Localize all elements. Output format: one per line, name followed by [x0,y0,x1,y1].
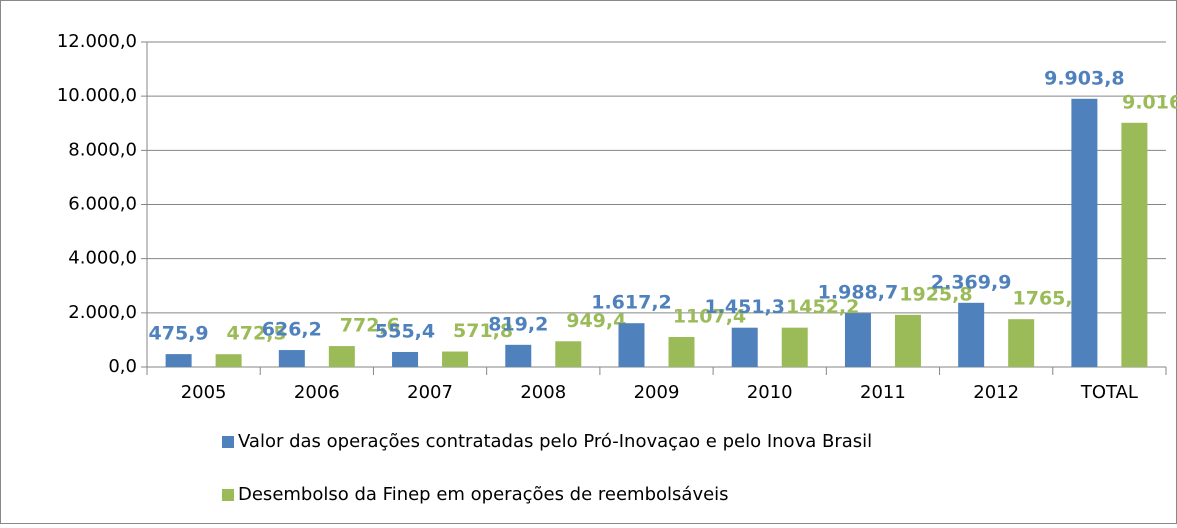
value-label: 949,4 [566,310,626,332]
x-tick-label: TOTAL [1080,382,1138,403]
legend-swatch [222,436,234,448]
bar [958,302,985,367]
x-tick-label: 2008 [520,382,566,403]
y-tick-label: 4.000,0 [68,248,137,269]
y-tick-label: 8.000,0 [68,139,137,160]
bar [1008,319,1035,367]
value-label: 1.451,3 [704,296,785,318]
bar [555,341,582,367]
legend-label: Valor das operações contratadas pelo Pró… [238,431,872,452]
value-label: 819,2 [488,313,548,335]
value-label: 1765,1 [1013,288,1086,310]
value-label: 571,8 [453,320,513,342]
bar [278,350,305,367]
y-tick-label: 0,0 [108,356,137,377]
value-label: 555,4 [375,320,435,342]
bar [781,327,808,367]
x-tick-label: 2006 [294,382,340,403]
value-label: 472,5 [227,323,287,345]
y-tick-label: 12.000,0 [57,31,137,52]
x-tick-label: 2012 [973,382,1019,403]
bar [165,354,192,367]
bar [731,327,758,367]
x-tick-label: 2007 [407,382,453,403]
value-label: 1452,2 [786,296,859,318]
bar [668,337,695,367]
legend-swatch [222,489,234,501]
y-tick-label: 2.000,0 [68,302,137,323]
y-tick-label: 6.000,0 [68,194,137,215]
value-label: 9.903,8 [1044,67,1125,89]
value-label: 1107,4 [673,306,746,328]
value-label: 1.617,2 [591,292,672,314]
bar [442,351,469,367]
x-tick-label: 2005 [181,382,227,403]
y-tick-label: 10.000,0 [57,85,137,106]
x-tick-label: 2009 [634,382,680,403]
value-label: 1925,8 [899,283,972,305]
bar [215,354,242,367]
value-label: 772,6 [340,315,400,337]
value-label: 2.369,9 [931,271,1012,293]
bar [1071,98,1098,367]
bar [844,313,871,367]
bar [328,346,355,367]
bar [505,344,532,367]
x-tick-label: 2010 [747,382,793,403]
bar [618,323,645,367]
value-label: 9.016,8 [1122,91,1177,113]
bar [392,351,419,367]
x-tick-label: 2011 [860,382,906,403]
bar [1121,122,1148,367]
value-label: 1.988,7 [818,282,899,304]
value-label: 626,2 [262,319,322,341]
legend-label: Desembolso da Finep em operações de reem… [238,484,729,505]
bar [894,314,921,367]
value-label: 475,9 [149,323,209,345]
